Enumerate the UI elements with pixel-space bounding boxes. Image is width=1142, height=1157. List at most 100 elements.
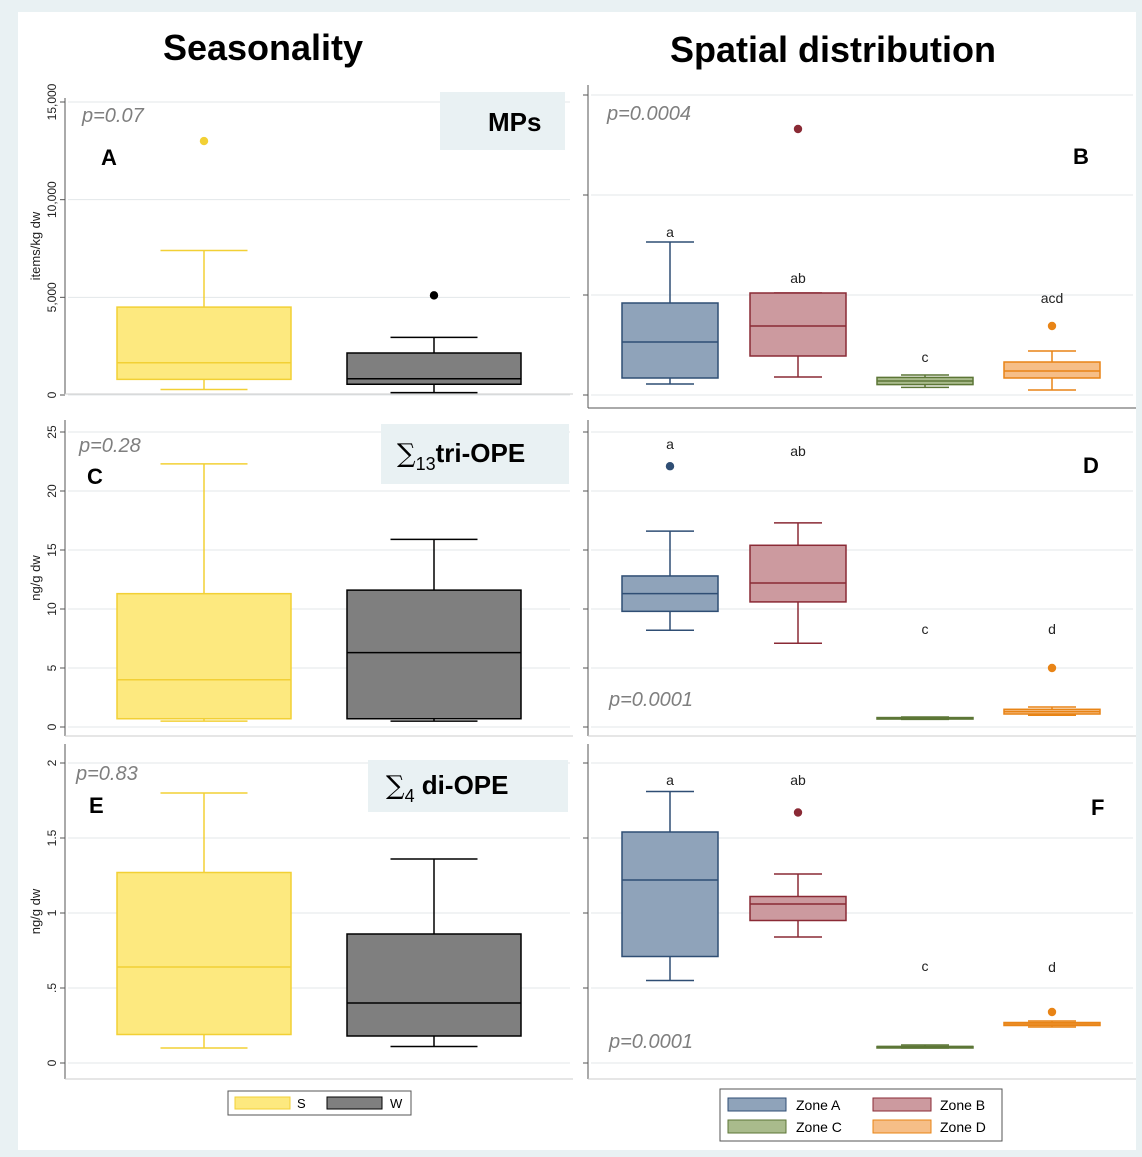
outlier-point — [793, 124, 803, 134]
significance-letter: a — [666, 772, 674, 788]
y-axis-label: ng/g dw — [28, 555, 43, 601]
panel-a: 0 5,000 10,000 15,000 items/kg dw MPs p=0.07 A — [28, 83, 573, 398]
box-zone-d: d — [1003, 959, 1101, 1028]
iqr-box — [116, 592, 292, 720]
legend-label-zone-a: Zone A — [796, 1097, 841, 1113]
significance-letter: c — [922, 349, 929, 365]
box-zone-b: ab — [749, 443, 847, 644]
legend-label-s: S — [297, 1096, 306, 1111]
heading-seasonality: Seasonality — [163, 27, 363, 68]
panel-label: B — [1073, 144, 1089, 169]
legend-swatch-s — [234, 1096, 291, 1110]
legend-swatch-w — [326, 1096, 383, 1110]
iqr-box — [749, 292, 847, 357]
y-tick-label: 5,000 — [45, 282, 59, 312]
legend-swatch-zone-a — [727, 1097, 787, 1112]
p-value: p=0.0001 — [608, 689, 693, 711]
legend-label-zone-d: Zone D — [940, 1119, 986, 1135]
box-w — [346, 291, 522, 394]
y-axis-label: items/kg dw — [28, 211, 43, 280]
legend-swatch-zone-b — [872, 1097, 932, 1112]
box-zone-d: d — [1003, 621, 1101, 716]
significance-letter: ab — [790, 772, 806, 788]
outlier-point — [199, 136, 209, 146]
panel-label: C — [87, 464, 103, 489]
y-tick-label: 0 — [45, 723, 59, 730]
panel-e: 0 .5 1 1.5 2 ng/g dw ∑4 di-OPE p=0.83 E — [28, 744, 573, 1080]
p-value: p=0.83 — [75, 763, 138, 785]
significance-letter: a — [666, 224, 674, 240]
significance-letter: d — [1048, 621, 1056, 637]
iqr-box — [116, 871, 292, 1036]
panel-title: ∑4 di-OPE — [386, 770, 508, 806]
significance-letter: c — [922, 958, 929, 974]
iqr-box — [346, 352, 522, 386]
title-box — [381, 424, 569, 484]
p-value: p=0.28 — [78, 435, 141, 457]
iqr-box — [346, 589, 522, 720]
title-box — [368, 760, 568, 812]
iqr-box — [749, 895, 847, 922]
box-s — [116, 792, 292, 1049]
box-w — [346, 858, 522, 1048]
panel-b: p=0.0004 Ba ab c acd — [583, 85, 1136, 409]
box-zone-b: ab — [749, 124, 847, 378]
y-tick-label: 1 — [45, 909, 59, 916]
panel-f: p=0.0001 Fa ab c d — [583, 744, 1136, 1080]
p-value: p=0.07 — [81, 105, 145, 127]
outlier-point — [1047, 321, 1057, 331]
panel-label: A — [101, 145, 117, 170]
panel-title: MPs — [488, 107, 541, 137]
y-tick-label: 0 — [45, 1059, 59, 1066]
box-zone-a: a — [621, 436, 719, 631]
iqr-box — [346, 933, 522, 1037]
panel-d: p=0.0001 Da ab c d — [583, 420, 1136, 737]
significance-letter: c — [922, 621, 929, 637]
y-tick-label: 0 — [45, 391, 59, 398]
y-tick-label: 25 — [45, 425, 59, 439]
y-tick-label: 1.5 — [45, 829, 59, 846]
legend-label-zone-b: Zone B — [940, 1097, 985, 1113]
y-axis-label: ng/g dw — [28, 888, 43, 934]
y-tick-label: .5 — [45, 983, 59, 993]
outlier-point — [1047, 1007, 1057, 1017]
outlier-point — [429, 291, 439, 300]
box-zone-c: c — [876, 349, 974, 389]
legend-label-zone-c: Zone C — [796, 1119, 842, 1135]
panel-title: ∑13tri-OPE — [397, 438, 525, 474]
y-tick-label: 2 — [45, 759, 59, 766]
iqr-box — [116, 306, 292, 381]
y-tick-label: 10,000 — [45, 181, 59, 218]
panel-label: E — [89, 793, 104, 818]
iqr-box — [621, 302, 719, 379]
box-s — [116, 463, 292, 722]
panel-label: F — [1091, 795, 1104, 820]
iqr-box — [749, 544, 847, 603]
box-s — [116, 136, 292, 391]
iqr-box — [621, 831, 719, 958]
box-zone-c: c — [876, 621, 974, 721]
outlier-point — [665, 462, 675, 471]
panel-label: D — [1083, 453, 1099, 478]
legend-swatch-zone-c — [727, 1119, 787, 1134]
y-tick-label: 10 — [45, 602, 59, 616]
legend-spatial: Zone A Zone B Zone C Zone D — [719, 1088, 1003, 1142]
significance-letter: ab — [790, 443, 806, 459]
heading-spatial: Spatial distribution — [670, 29, 996, 70]
box-zone-b: ab — [749, 772, 847, 938]
title-box — [440, 92, 565, 150]
panels: 0 5,000 10,000 15,000 items/kg dw MPs p=0.07 Ap… — [28, 83, 1136, 1080]
box-zone-a: a — [621, 772, 719, 982]
significance-letter: d — [1048, 959, 1056, 975]
significance-letter: acd — [1041, 290, 1064, 306]
significance-letter: ab — [790, 270, 806, 286]
outlier-point — [1047, 663, 1057, 673]
legend-seasonality: S W — [227, 1090, 412, 1116]
significance-letter: a — [666, 436, 674, 452]
panel-c: 0 5 10 15 20 25 ng/g dw ∑13tri-OPE p=0.28 C — [28, 420, 573, 737]
box-w — [346, 538, 522, 722]
legend-label-w: W — [390, 1096, 403, 1111]
p-value: p=0.0004 — [606, 103, 691, 125]
y-tick-label: 15 — [45, 543, 59, 557]
p-value: p=0.0001 — [608, 1031, 693, 1053]
